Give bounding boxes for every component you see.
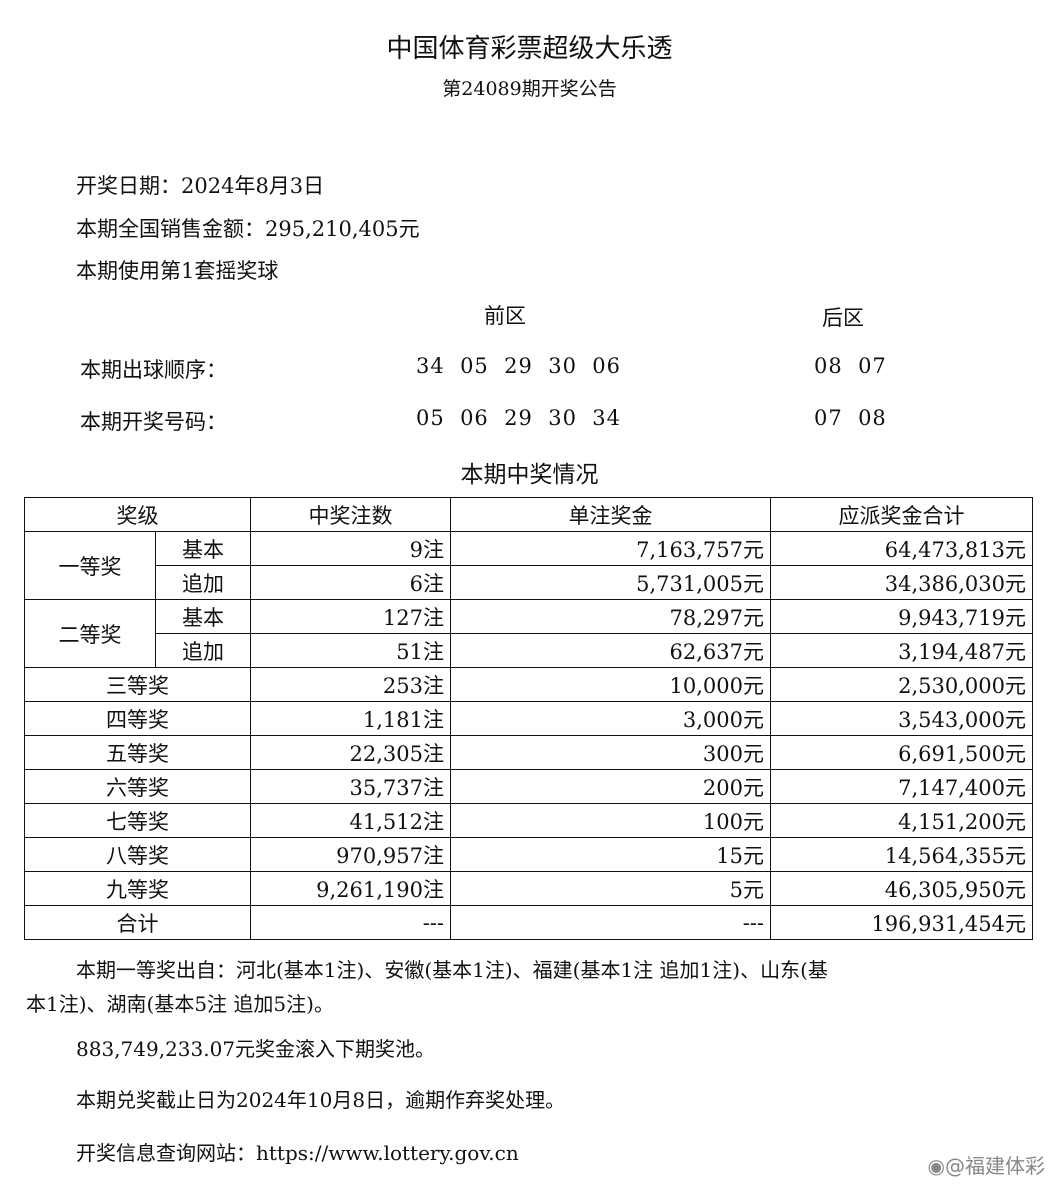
table-row: 一等奖 基本 9注 7,163,757元 64,473,813元 <box>24 531 1033 600</box>
total-prize: 2,530,000元 <box>770 667 1033 702</box>
table-row: 追加 51注 62,637元 3,194,487元 <box>25 633 1033 668</box>
order-front-numbers: 34 05 29 30 06 <box>416 354 622 378</box>
prize-level: 五等奖 <box>24 735 251 770</box>
total-prize: 64,473,813元 <box>770 531 1033 566</box>
winner-count: 970,957注 <box>250 837 451 872</box>
single-prize: 78,297元 <box>450 599 771 634</box>
prize-level: 四等奖 <box>24 701 251 736</box>
total-prize: 6,691,500元 <box>770 735 1033 770</box>
prize-subtype: 基本 <box>155 599 251 634</box>
winner-count: 51注 <box>250 633 451 668</box>
page-title: 中国体育彩票超级大乐透 <box>386 34 673 64</box>
total-prize: 196,931,454元 <box>770 905 1033 940</box>
table-row: 合计 --- --- 196,931,454元 <box>24 905 1033 940</box>
total-prize: 46,305,950元 <box>770 871 1033 906</box>
winner-count: 41,512注 <box>250 803 451 838</box>
table-row: 三等奖 253注 10,000元 2,530,000元 <box>24 667 1033 702</box>
prize-subtype: 基本 <box>155 531 251 566</box>
prize-heading: 本期中奖情况 <box>460 462 599 488</box>
result-back-numbers: 07 08 <box>814 406 887 430</box>
prize-level: 八等奖 <box>24 837 251 872</box>
header-single-prize: 单注奖金 <box>450 497 771 532</box>
winner-count: 9注 <box>250 531 451 566</box>
prize-level: 合计 <box>24 905 251 940</box>
winner-count: 6注 <box>250 565 451 600</box>
prize-level: 二等奖 <box>24 599 156 668</box>
prize-level: 九等奖 <box>24 871 251 906</box>
winner-count: 1,181注 <box>250 701 451 736</box>
rollover-note: 883,749,233.07元奖金滚入下期奖池。 <box>76 1037 436 1061</box>
back-zone-label: 后区 <box>822 306 864 330</box>
header-total-prize: 应派奖金合计 <box>770 497 1033 532</box>
table-header: 奖级 中奖注数 单注奖金 应派奖金合计 <box>24 497 1033 532</box>
table-row: 二等奖 基本 127注 78,297元 9,943,719元 <box>24 599 1033 668</box>
prize-table: 奖级 中奖注数 单注奖金 应派奖金合计 一等奖 基本 9注 7,163,757元… <box>24 497 1033 940</box>
website-note: 开奖信息查询网站：https://www.lottery.gov.cn <box>76 1141 519 1165</box>
single-prize: 5元 <box>450 871 771 906</box>
single-prize: 10,000元 <box>450 667 771 702</box>
winner-count: 22,305注 <box>250 735 451 770</box>
prize-level: 六等奖 <box>24 769 251 804</box>
order-back-numbers: 08 07 <box>814 354 887 378</box>
single-prize: 15元 <box>450 837 771 872</box>
single-prize: 3,000元 <box>450 701 771 736</box>
table-row: 六等奖 35,737注 200元 7,147,400元 <box>24 769 1033 804</box>
single-prize: --- <box>450 905 771 940</box>
draw-date: 开奖日期：2024年8月3日 <box>76 174 325 198</box>
watermark: ◉@福建体彩 <box>928 1150 1045 1179</box>
header-count: 中奖注数 <box>250 497 451 532</box>
single-prize: 200元 <box>450 769 771 804</box>
total-prize: 14,564,355元 <box>770 837 1033 872</box>
ball-set: 本期使用第1套摇奖球 <box>76 259 279 283</box>
front-zone-label: 前区 <box>484 304 526 328</box>
order-label: 本期出球顺序： <box>80 358 227 382</box>
table-row: 追加 6注 5,731,005元 34,386,030元 <box>25 565 1033 600</box>
first-prize-origin-cont: 本1注)、湖南(基本5注 追加5注)。 <box>26 992 334 1016</box>
winner-count: 35,737注 <box>250 769 451 804</box>
single-prize: 300元 <box>450 735 771 770</box>
first-prize-origin: 本期一等奖出自：河北(基本1注)、安徽(基本1注)、福建(基本1注 追加1注)、… <box>76 958 828 982</box>
deadline-note: 本期兑奖截止日为2024年10月8日，逾期作弃奖处理。 <box>76 1088 566 1112</box>
total-prize: 7,147,400元 <box>770 769 1033 804</box>
single-prize: 7,163,757元 <box>450 531 771 566</box>
table-row: 八等奖 970,957注 15元 14,564,355元 <box>24 837 1033 872</box>
page-subtitle: 第24089期开奖公告 <box>442 78 617 100</box>
prize-level: 三等奖 <box>24 667 251 702</box>
result-label: 本期开奖号码： <box>80 410 227 434</box>
table-row: 五等奖 22,305注 300元 6,691,500元 <box>24 735 1033 770</box>
winner-count: 127注 <box>250 599 451 634</box>
total-prize: 9,943,719元 <box>770 599 1033 634</box>
sales-amount: 本期全国销售金额：295,210,405元 <box>76 217 420 241</box>
total-prize: 3,543,000元 <box>770 701 1033 736</box>
total-prize: 3,194,487元 <box>770 633 1033 668</box>
single-prize: 100元 <box>450 803 771 838</box>
header-level: 奖级 <box>24 497 251 532</box>
prize-level: 一等奖 <box>24 531 156 600</box>
winner-count: 253注 <box>250 667 451 702</box>
table-row: 四等奖 1,181注 3,000元 3,543,000元 <box>24 701 1033 736</box>
total-prize: 34,386,030元 <box>770 565 1033 600</box>
weibo-icon: ◉ <box>927 1154 945 1178</box>
table-row: 七等奖 41,512注 100元 4,151,200元 <box>24 803 1033 838</box>
result-front-numbers: 05 06 29 30 34 <box>416 406 622 430</box>
table-row: 九等奖 9,261,190注 5元 46,305,950元 <box>24 871 1033 906</box>
watermark-text: @福建体彩 <box>945 1154 1045 1178</box>
prize-level: 七等奖 <box>24 803 251 838</box>
single-prize: 5,731,005元 <box>450 565 771 600</box>
total-prize: 4,151,200元 <box>770 803 1033 838</box>
winner-count: 9,261,190注 <box>250 871 451 906</box>
single-prize: 62,637元 <box>450 633 771 668</box>
winner-count: --- <box>250 905 451 940</box>
prize-subtype: 追加 <box>155 565 251 600</box>
prize-subtype: 追加 <box>155 633 251 668</box>
